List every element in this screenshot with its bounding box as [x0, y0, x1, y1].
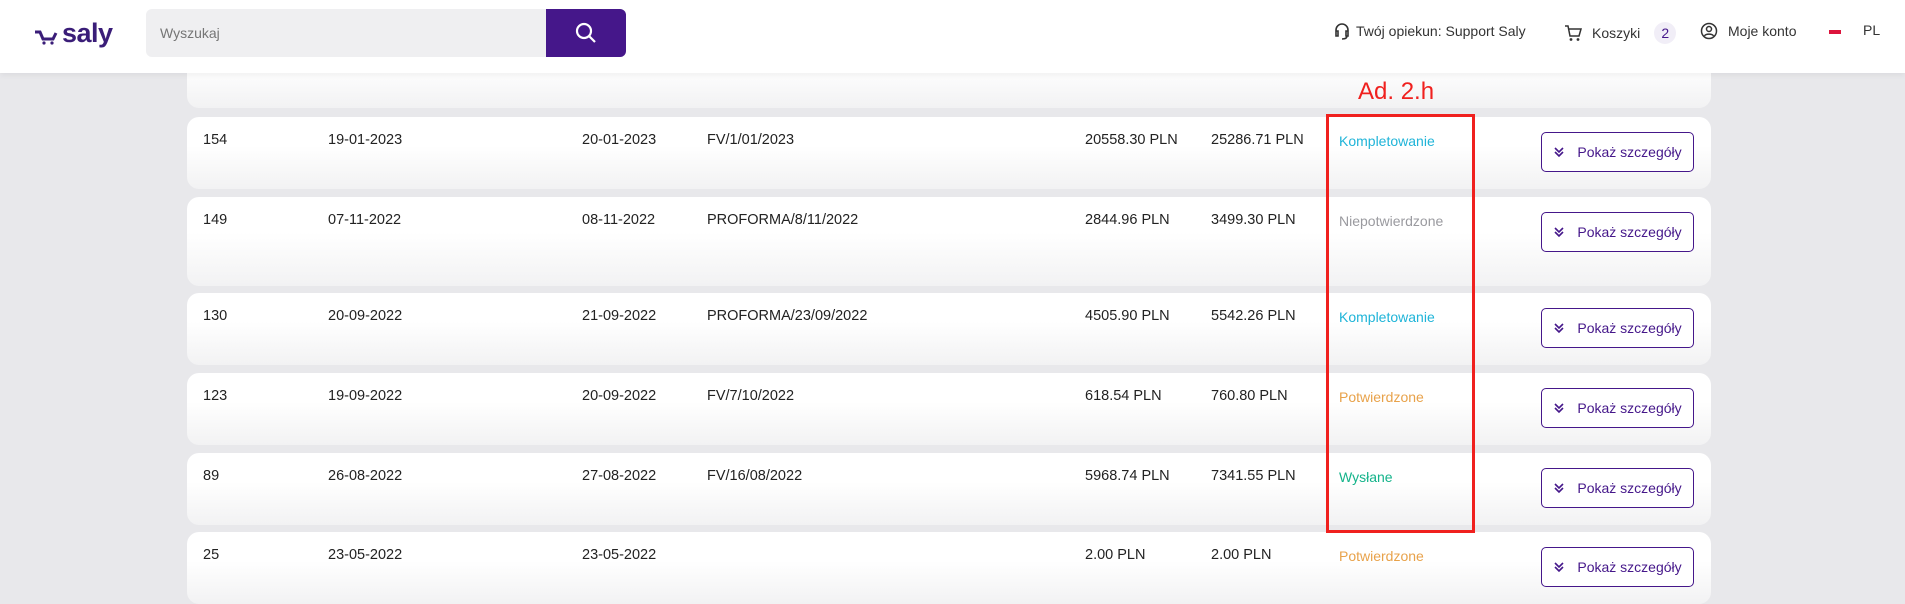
order-date2: 20-09-2022	[582, 388, 657, 404]
account-link[interactable]: Moje konto	[1700, 22, 1796, 40]
order-doc: FV/16/08/2022	[707, 468, 803, 484]
order-id: 130	[203, 308, 228, 324]
order-doc: FV/7/10/2022	[707, 388, 795, 404]
order-date2: 08-11-2022	[582, 212, 656, 228]
order-net: 5968.74 PLN	[1085, 468, 1170, 484]
order-net: 4505.90 PLN	[1085, 308, 1170, 324]
order-row: 89 26-08-2022 27-08-2022 FV/16/08/2022 5968.…	[187, 453, 1711, 525]
search-input[interactable]	[146, 9, 546, 57]
order-net: 20558.30 PLN	[1085, 132, 1178, 148]
search-button[interactable]	[546, 9, 626, 57]
order-id: 89	[203, 468, 220, 484]
language-label: PL	[1863, 22, 1881, 38]
order-gross: 3499.30 PLN	[1211, 212, 1296, 228]
poland-flag-icon	[1829, 26, 1841, 34]
show-details-button[interactable]: Pokaż szczegóły	[1541, 388, 1694, 428]
show-details-button[interactable]: Pokaż szczegóły	[1541, 468, 1694, 508]
cart-logo-icon	[35, 30, 58, 45]
cart-link[interactable]: Koszyki 2	[1564, 22, 1677, 44]
headset-icon	[1335, 23, 1349, 40]
order-status: Niepotwierdzone	[1339, 213, 1444, 229]
order-date2: 27-08-2022	[582, 468, 657, 484]
order-net: 2844.96 PLN	[1085, 212, 1170, 228]
annotation-highlight-box	[1326, 114, 1475, 533]
show-details-label: Pokaż szczegóły	[1577, 400, 1682, 416]
search-bar	[146, 9, 626, 57]
double-chevron-down-icon	[1554, 227, 1564, 238]
order-id: 123	[203, 388, 228, 404]
cart-count-badge: 2	[1654, 22, 1677, 44]
user-icon	[1700, 22, 1718, 40]
order-gross: 760.80 PLN	[1211, 388, 1288, 404]
double-chevron-down-icon	[1554, 562, 1564, 573]
order-date: 07-11-2022	[328, 212, 402, 228]
order-row: 154 19-01-2023 20-01-2023 FV/1/01/2023 20558…	[187, 117, 1711, 189]
show-details-button[interactable]: Pokaż szczegóły	[1541, 308, 1694, 348]
double-chevron-down-icon	[1554, 323, 1564, 334]
order-date: 19-01-2023	[328, 132, 403, 148]
order-doc: PROFORMA/23/09/2022	[707, 308, 868, 324]
order-date: 23-05-2022	[328, 547, 403, 563]
order-net: 2.00 PLN	[1085, 547, 1146, 563]
search-icon	[575, 22, 596, 43]
order-date2: 20-01-2023	[582, 132, 657, 148]
account-label: Moje konto	[1728, 23, 1797, 39]
order-status: Wysłane	[1339, 469, 1393, 485]
order-doc: FV/1/01/2023	[707, 132, 795, 148]
order-row: 123 19-09-2022 20-09-2022 FV/7/10/2022 618.5…	[187, 373, 1711, 445]
order-date: 26-08-2022	[328, 468, 403, 484]
show-details-label: Pokaż szczegóły	[1577, 559, 1682, 575]
show-details-label: Pokaż szczegóły	[1577, 320, 1682, 336]
order-gross: 5542.26 PLN	[1211, 308, 1296, 324]
order-net: 618.54 PLN	[1085, 388, 1162, 404]
order-row: 149 07-11-2022 08-11-2022 PROFORMA/8/11/202…	[187, 197, 1711, 286]
order-status: Potwierdzone	[1339, 389, 1424, 405]
order-status: Kompletowanie	[1339, 309, 1435, 325]
order-date: 20-09-2022	[328, 308, 403, 324]
order-gross: 2.00 PLN	[1211, 547, 1272, 563]
order-gross: 7341.55 PLN	[1211, 468, 1296, 484]
show-details-label: Pokaż szczegóły	[1577, 480, 1682, 496]
annotation-label: Ad. 2.h	[1358, 78, 1435, 105]
order-date2: 23-05-2022	[582, 547, 657, 563]
order-date: 19-09-2022	[328, 388, 403, 404]
double-chevron-down-icon	[1554, 403, 1564, 414]
show-details-button[interactable]: Pokaż szczegóły	[1541, 132, 1694, 172]
support-link[interactable]: Twój opiekun: Support Saly	[1334, 22, 1526, 40]
order-id: 25	[203, 547, 220, 563]
order-id: 149	[203, 212, 228, 228]
show-details-label: Pokaż szczegóły	[1577, 224, 1682, 240]
saly-logo[interactable]: saly	[34, 18, 113, 49]
show-details-label: Pokaż szczegóły	[1577, 144, 1682, 160]
show-details-button[interactable]: Pokaż szczegóły	[1541, 212, 1694, 252]
order-date2: 21-09-2022	[582, 308, 657, 324]
double-chevron-down-icon	[1554, 483, 1564, 494]
double-chevron-down-icon	[1554, 147, 1564, 158]
support-label: Twój opiekun: Support Saly	[1356, 23, 1526, 39]
cart-icon	[1565, 25, 1582, 41]
order-row: 25 23-05-2022 23-05-2022 2.00 PLN 2.00 PLN Po…	[187, 532, 1711, 604]
order-status: Potwierdzone	[1339, 548, 1424, 564]
order-gross: 25286.71 PLN	[1211, 132, 1304, 148]
show-details-button[interactable]: Pokaż szczegóły	[1541, 547, 1694, 587]
top-header: saly Twój opiekun: Support Saly Koszyki …	[0, 0, 1905, 73]
order-status: Kompletowanie	[1339, 133, 1435, 149]
order-id: 154	[203, 132, 228, 148]
language-selector[interactable]: PL	[1829, 22, 1880, 38]
order-doc: PROFORMA/8/11/2022	[707, 212, 859, 228]
cart-label: Koszyki	[1592, 25, 1641, 41]
order-row: 130 20-09-2022 21-09-2022 PROFORMA/23/09/20…	[187, 293, 1711, 365]
logo-text: saly	[62, 18, 113, 48]
